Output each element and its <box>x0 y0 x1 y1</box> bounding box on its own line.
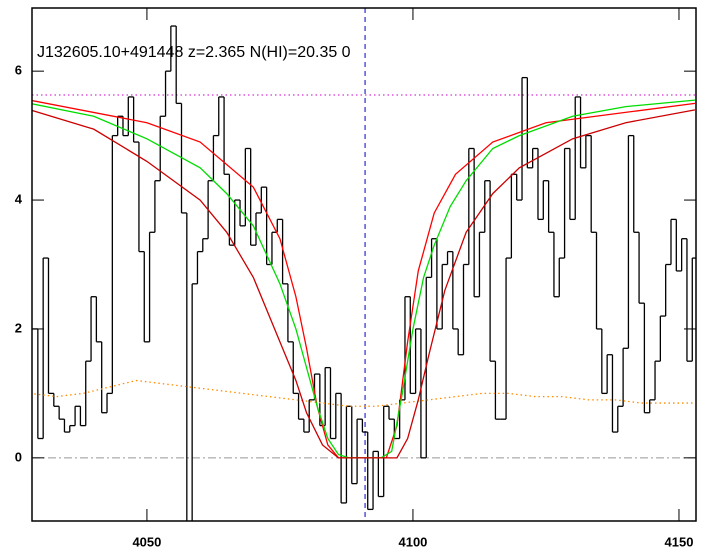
x-tick-label: 4150 <box>665 534 694 549</box>
fit-line <box>32 99 695 459</box>
y-tick-label: 0 <box>15 449 22 464</box>
error-line <box>32 379 695 407</box>
fit-line <box>32 109 696 459</box>
y-tick-label: 4 <box>15 191 23 206</box>
frame <box>31 7 697 522</box>
y-tick-label: 2 <box>15 320 22 335</box>
x-tick-label: 4100 <box>398 534 427 549</box>
x-tick-label: 4050 <box>132 534 161 549</box>
plot-area <box>32 8 696 521</box>
y-tick-label: 6 <box>15 63 22 78</box>
annotation: J132605.10+491448 z=2.365 N(HI)=20.35 0 <box>37 44 351 61</box>
fit-line <box>32 99 696 459</box>
